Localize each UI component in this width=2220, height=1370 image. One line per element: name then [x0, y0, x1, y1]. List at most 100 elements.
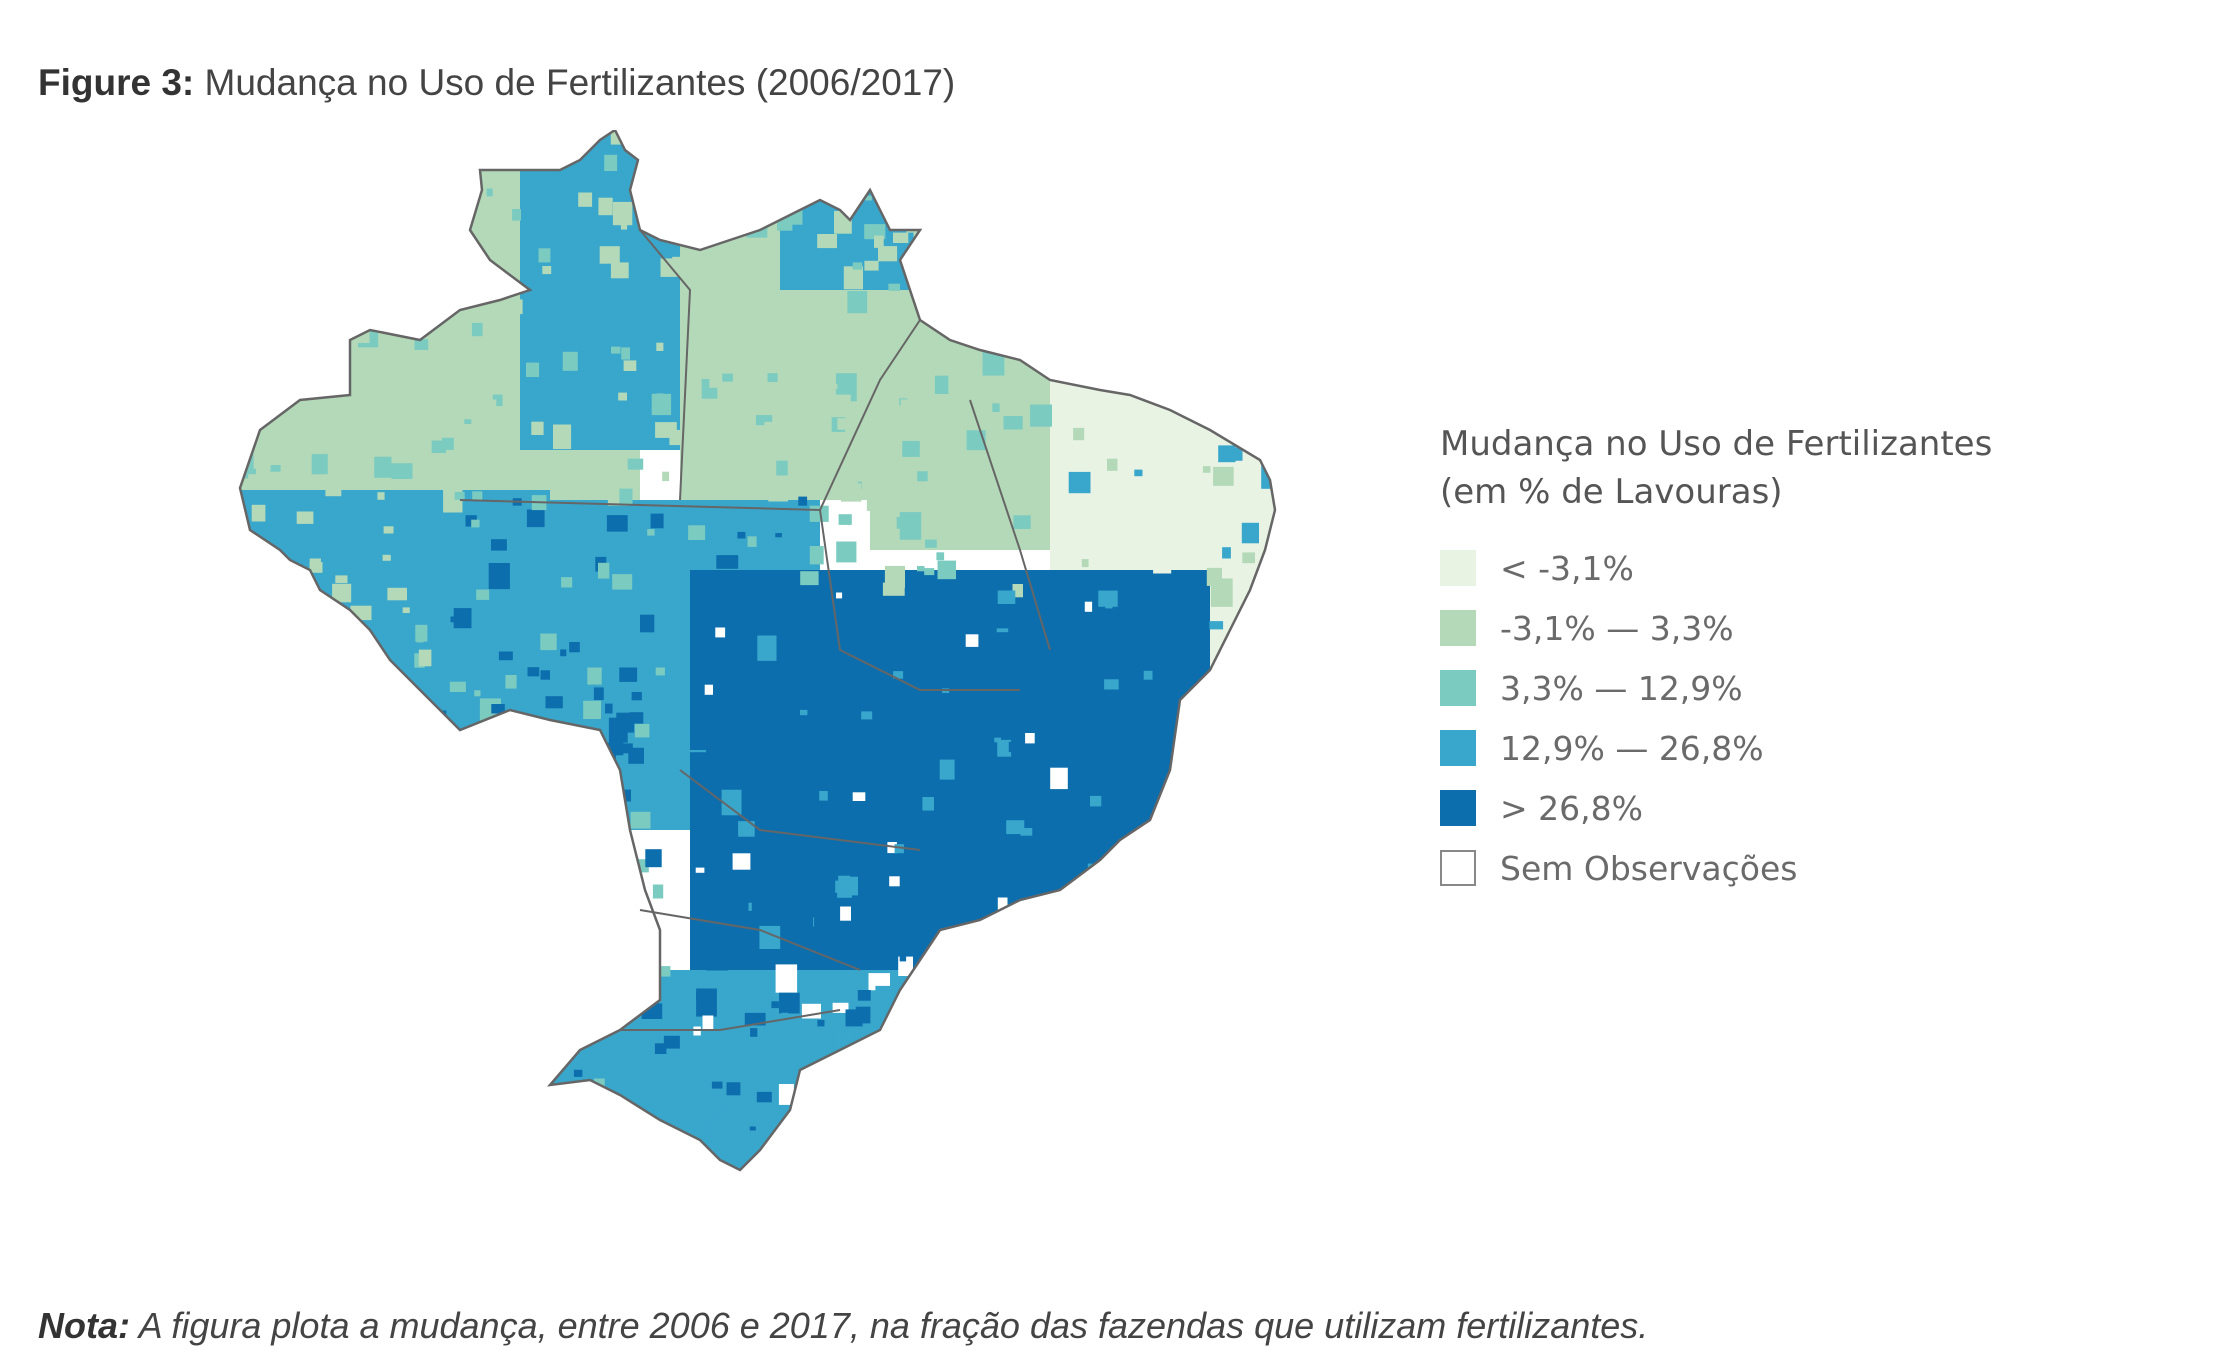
- municipality-cell: [1059, 234, 1071, 250]
- municipality-cell: [857, 149, 866, 160]
- municipality-cell: [568, 133, 580, 141]
- municipality-cell: [262, 342, 270, 348]
- municipality-cell: [823, 892, 838, 909]
- municipality-cell: [368, 864, 384, 886]
- municipality-cell: [837, 418, 847, 430]
- municipality-cell: [240, 283, 247, 295]
- municipality-cell: [755, 688, 774, 703]
- municipality-cell: [1061, 173, 1075, 185]
- municipality-cell: [227, 996, 239, 1012]
- municipality-cell: [240, 1027, 247, 1044]
- municipality-cell: [291, 678, 312, 701]
- municipality-cell: [374, 767, 387, 784]
- municipality-cell: [756, 397, 764, 407]
- municipality-cell: [1133, 1057, 1148, 1067]
- municipality-cell: [350, 963, 365, 974]
- municipality-cell: [767, 292, 788, 308]
- municipality-cell: [562, 351, 578, 371]
- municipality-cell: [447, 1209, 459, 1224]
- municipality-cell: [357, 881, 367, 890]
- municipality-cell: [1272, 1055, 1275, 1063]
- municipality-cell: [1214, 248, 1230, 265]
- municipality-cell: [788, 1109, 806, 1128]
- municipality-cell: [1019, 1130, 1034, 1145]
- municipality-cell: [847, 291, 868, 314]
- municipality-cell: [425, 464, 441, 480]
- municipality-cell: [593, 687, 604, 700]
- municipality-cell: [779, 992, 800, 1014]
- municipality-cell: [270, 874, 290, 894]
- municipality-cell: [916, 199, 936, 215]
- municipality-cell: [1267, 1080, 1275, 1093]
- municipality-cell: [402, 918, 421, 935]
- municipality-cell: [468, 948, 491, 977]
- municipality-cell: [518, 780, 528, 794]
- municipality-cell: [308, 820, 325, 834]
- legend-swatch: [1440, 730, 1476, 766]
- municipality-cell: [1154, 164, 1176, 181]
- municipality-cell: [1198, 162, 1212, 178]
- municipality-cell: [1251, 369, 1264, 378]
- municipality-cell: [726, 1082, 741, 1096]
- municipality-cell: [421, 1067, 430, 1074]
- municipality-cell: [749, 1126, 756, 1131]
- municipality-cell: [271, 864, 294, 884]
- municipality-cell: [582, 901, 600, 922]
- municipality-cell: [1015, 922, 1030, 938]
- municipality-cell: [711, 1081, 723, 1089]
- municipality-cell: [1020, 828, 1033, 836]
- municipality-cell: [628, 747, 644, 764]
- municipality-cell: [367, 926, 389, 944]
- municipality-cell: [845, 1009, 863, 1027]
- border-para-east: [819, 319, 921, 511]
- municipality-cell: [771, 201, 785, 216]
- municipality-cell: [606, 880, 625, 898]
- legend-title-line2: (em % de Lavouras): [1440, 472, 1783, 512]
- municipality-cell: [505, 1106, 513, 1115]
- municipality-cell: [1111, 886, 1121, 893]
- municipality-cell: [303, 868, 315, 880]
- municipality-cell: [250, 331, 272, 359]
- municipality-cell: [497, 1052, 511, 1065]
- municipality-cell: [1209, 621, 1224, 630]
- municipality-cell: [1273, 658, 1275, 673]
- municipality-cell: [332, 583, 352, 603]
- municipality-cell: [793, 916, 814, 934]
- municipality-cell: [240, 853, 245, 863]
- municipality-cell: [514, 927, 525, 936]
- municipality-cell: [356, 866, 368, 874]
- municipality-cell: [1026, 306, 1046, 328]
- municipality-cell: [1209, 299, 1224, 309]
- municipality-cell: [721, 789, 742, 816]
- municipality-cell: [1213, 291, 1234, 305]
- municipality-cell: [1310, 632, 1320, 642]
- municipality-cell: [292, 815, 313, 836]
- municipality-cell: [1218, 445, 1236, 463]
- municipality-cell: [464, 419, 472, 424]
- municipality-cell: [577, 1138, 600, 1159]
- municipality-cell: [738, 821, 755, 837]
- municipality-cell: [240, 330, 262, 345]
- municipality-cell: [795, 768, 808, 778]
- municipality-cell: [819, 1080, 835, 1096]
- municipality-cell: [706, 941, 728, 971]
- municipality-cell: [842, 652, 854, 666]
- border-santa-catarina: [620, 1009, 841, 1031]
- municipality-cell: [447, 310, 467, 334]
- municipality-cell: [1233, 1089, 1246, 1105]
- municipality-cell: [1288, 538, 1302, 547]
- municipality-cell: [817, 1019, 825, 1027]
- municipality-cell: [226, 609, 240, 619]
- municipality-cell: [1247, 969, 1262, 983]
- municipality-cell: [517, 1214, 533, 1230]
- municipality-cell: [382, 767, 404, 796]
- municipality-cell: [775, 964, 798, 993]
- municipality-cell: [1310, 855, 1321, 867]
- municipality-cell: [1110, 1053, 1133, 1076]
- municipality-cell: [1249, 130, 1268, 156]
- municipality-cell: [443, 212, 460, 234]
- municipality-cell: [726, 896, 749, 922]
- municipality-cell: [621, 347, 630, 360]
- municipality-cell: [1249, 693, 1268, 709]
- municipality-cell: [809, 1090, 825, 1108]
